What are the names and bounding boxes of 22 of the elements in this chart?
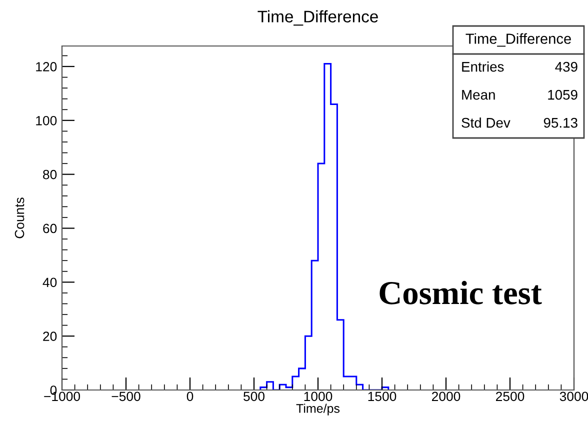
text: Mean 1059 <box>462 90 578 100</box>
x-tick-label: −500 <box>112 392 140 402</box>
y-tick-label: 40 <box>42 278 57 288</box>
x-tick-label: 1000 <box>304 392 332 402</box>
x-tick-label: 2000 <box>432 392 460 402</box>
x-tick-label: 3000 <box>560 392 588 402</box>
x-tick-label: 500 <box>244 392 264 402</box>
x-tick-label: 2500 <box>496 392 524 402</box>
annotation: Time_Difference <box>466 33 571 47</box>
y-tick-label: 80 <box>43 170 57 180</box>
chart-title: Time_Difference <box>258 10 378 26</box>
text: Entries 439 <box>462 62 578 72</box>
x-tick-label: 0 <box>186 392 194 402</box>
y-axis-title: Counts <box>14 198 24 238</box>
x-tick-label: 1500 <box>368 392 396 402</box>
annotation: Cosmic test <box>380 280 542 304</box>
y-tick-label: 120 <box>36 62 57 72</box>
x-axis-title: Time/ps <box>296 404 340 416</box>
y-tick-label: 60 <box>43 224 57 234</box>
text: Std Dev 95.13 <box>462 118 578 128</box>
y-tick-label: 100 <box>36 116 57 126</box>
y-tick-label: 20 <box>43 332 57 341</box>
